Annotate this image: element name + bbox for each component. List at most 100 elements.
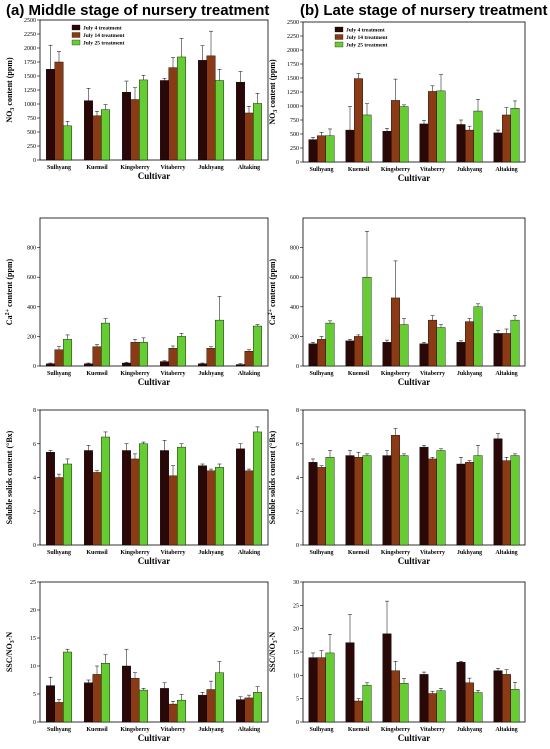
bar [168,67,178,161]
plot-frame [302,409,526,546]
bar [160,361,169,367]
bar [354,78,363,163]
category-label: Jukhyang [457,727,482,733]
y-tick-label: 5 [296,697,299,703]
category-label: Vitaberry [160,727,185,733]
plot-frame [302,581,526,723]
bar [456,463,466,546]
y-tick-label: 4 [296,476,299,482]
category-label: Sulhyang [309,167,333,173]
y-tick-label: 600 [290,275,299,281]
bar [84,682,93,723]
y-tick-label: 0 [33,720,36,726]
bar [139,443,148,546]
category-label: Kuemsil [86,371,108,377]
y-tick-label: 2500 [24,18,36,24]
bar [399,683,409,723]
bar [63,125,72,161]
bar [399,106,409,163]
bar [308,657,318,723]
y-axis-label: SSC/NO3-N [5,632,16,673]
bar [253,103,262,161]
y-axis-label: NO3 content (ppm) [5,57,16,123]
bar [101,322,110,367]
bar [84,450,93,546]
category-label: Sulhyang [309,727,333,733]
legend-swatch [71,24,81,31]
bar [473,110,483,163]
y-tick-label: 400 [27,305,36,311]
chart-b-ssc: 0 2 4 6 8 Sulhyang Kuemsil Kingsberry Vitaberry J… [268,408,526,566]
bar [101,662,110,723]
category-label: Kuemsil [348,371,370,377]
chart-a-ssc: 0 2 4 6 8 Sulhyang Kuemsil Kingsberry Vitaberry J… [5,408,269,566]
y-tick-label: 250 [27,144,36,150]
category-label: Jukhyang [198,727,223,733]
bar [428,319,437,367]
y-tick-label: 6 [33,442,36,448]
bar [510,319,520,367]
x-axis-label: Cultivar [138,556,171,566]
y-tick-label: 1250 [24,88,36,94]
bar [122,92,131,161]
y-axis-label: Ca2+ content (ppm) [268,258,277,325]
bar [130,99,140,161]
y-tick-label: 0 [33,364,36,370]
chart-b-no3: 0 250 500 750 1000 1250 1500 1750 2000 2250 2500 Su… [268,20,526,183]
bar [63,339,72,367]
bar [253,692,262,723]
x-axis-label: Cultivar [398,377,431,387]
bar [253,325,262,367]
bar [456,662,466,723]
bar [362,276,372,367]
y-tick-label: 15 [293,650,299,656]
bar [46,363,55,367]
plot-frame [39,581,269,723]
category-label: Vitaberry [420,371,445,377]
bar [465,321,474,367]
category-label: Kingsberry [381,167,410,173]
bar [428,693,437,723]
bar [362,684,372,723]
category-label: Altaking [238,371,260,377]
bar [325,135,335,163]
y-tick-label: 2 [296,509,299,515]
bar [92,346,102,367]
bar [46,451,55,546]
bar [198,465,207,546]
category-label: Jukhyang [457,550,482,556]
y-tick-label: 600 [27,275,36,281]
category-label: Kingsberry [381,550,410,556]
bar [317,339,326,367]
y-tick-label: 800 [290,246,299,252]
category-label: Vitaberry [160,550,185,556]
category-label: Kuemsil [348,727,370,733]
category-label: Altaking [495,167,517,173]
y-axis-label: Soluble solids content (°Bx) [268,430,277,524]
y-axis-label: Ca2+ content (ppm) [5,258,14,325]
y-tick-label: 0 [296,160,299,166]
y-tick-label: 5 [33,692,36,698]
bar [419,343,429,367]
legend-label: July 4 treatment [83,26,122,32]
x-axis-label: Cultivar [398,556,431,566]
y-tick-label: 15 [30,636,36,642]
chart-a-ca: 0 200 400 600 800 Sulhyang Kuemsil Kingsberry Vi… [5,217,269,387]
bar [101,436,110,546]
bar [354,700,363,723]
x-axis-label: Cultivar [138,171,171,181]
bar [428,458,437,546]
bar [456,124,466,163]
legend-swatch [334,26,344,33]
y-tick-label: 1000 [287,104,299,110]
bar [473,306,483,367]
bar [215,672,224,723]
bar [465,462,474,546]
bar [168,475,178,546]
category-label: Vitaberry [420,727,445,733]
bar [419,674,429,723]
bar [215,80,224,161]
chart-a-ssc-ratio: 0 5 10 15 20 25 Sulhyang Kuemsil Kingsberry Vitab… [5,580,269,743]
bar [502,674,511,723]
bar [317,467,326,546]
